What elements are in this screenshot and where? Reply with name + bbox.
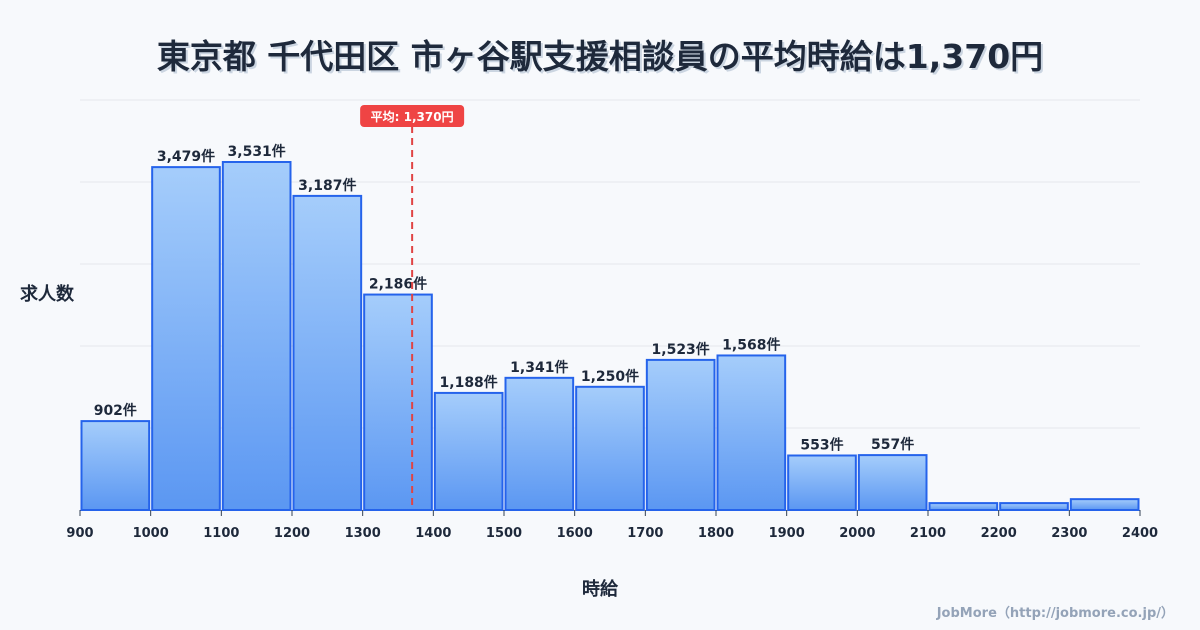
histogram-bar [857, 454, 928, 511]
x-tick-label: 2100 [910, 526, 946, 541]
x-tick-label: 1300 [345, 526, 381, 541]
bar-value-label: 557件 [871, 436, 914, 453]
bar-value-label: 1,341件 [510, 359, 568, 376]
bar-value-label: 2,186件 [369, 276, 427, 293]
bar-value-label: 3,531件 [228, 143, 286, 160]
bar-value-label: 1,523件 [652, 341, 710, 358]
x-tick-label: 1900 [769, 526, 805, 541]
x-tick-label: 1700 [627, 526, 663, 541]
mean-label: 平均: 1,370円 [371, 109, 454, 124]
bar-value-label: 1,188件 [440, 374, 498, 391]
histogram-bar [221, 160, 292, 511]
x-tick-label: 1200 [274, 526, 310, 541]
bar-value-label: 553件 [800, 436, 843, 453]
histogram-bar [999, 502, 1069, 511]
chart-title: 東京都 千代田区 市ヶ谷駅支援相談員の平均時給は1,370円 [156, 37, 1044, 76]
histogram-bar [928, 502, 999, 511]
x-tick-label: 1800 [698, 526, 734, 541]
x-tick-label: 1100 [203, 526, 239, 541]
x-tick-label: 1600 [557, 526, 593, 541]
histogram-bar [292, 194, 363, 511]
mean-badge [360, 105, 465, 127]
x-tick-label: 2300 [1051, 526, 1087, 541]
histogram-bar [504, 376, 575, 511]
histogram-bar [80, 420, 151, 511]
credit-text: JobMore（http://jobmore.co.jp/） [936, 606, 1174, 621]
x-axis-label: 時給 [582, 579, 618, 600]
x-tick-label: 900 [66, 526, 93, 541]
bar-value-label: 3,479件 [157, 148, 215, 165]
histogram-bar [575, 385, 645, 511]
x-tick-label: 2000 [839, 526, 875, 541]
histogram-bar [363, 293, 433, 511]
histogram-bar [645, 358, 716, 511]
histogram-bar [787, 454, 857, 511]
y-axis-label: 求人数 [20, 284, 74, 305]
x-tick-label: 1000 [133, 526, 169, 541]
x-tick-label: 2200 [981, 526, 1017, 541]
histogram-bar [1069, 498, 1140, 512]
x-tick-label: 1500 [486, 526, 522, 541]
x-tick-label: 2400 [1122, 526, 1158, 541]
x-tick-label: 1400 [415, 526, 451, 541]
bar-value-label: 1,250件 [581, 368, 639, 385]
histogram-bar [433, 391, 504, 511]
histogram-bar [151, 166, 221, 511]
bar-value-label: 3,187件 [298, 177, 356, 194]
bar-value-label: 1,568件 [722, 336, 780, 353]
histogram-bar [716, 354, 787, 512]
bar-value-label: 902件 [94, 402, 137, 419]
